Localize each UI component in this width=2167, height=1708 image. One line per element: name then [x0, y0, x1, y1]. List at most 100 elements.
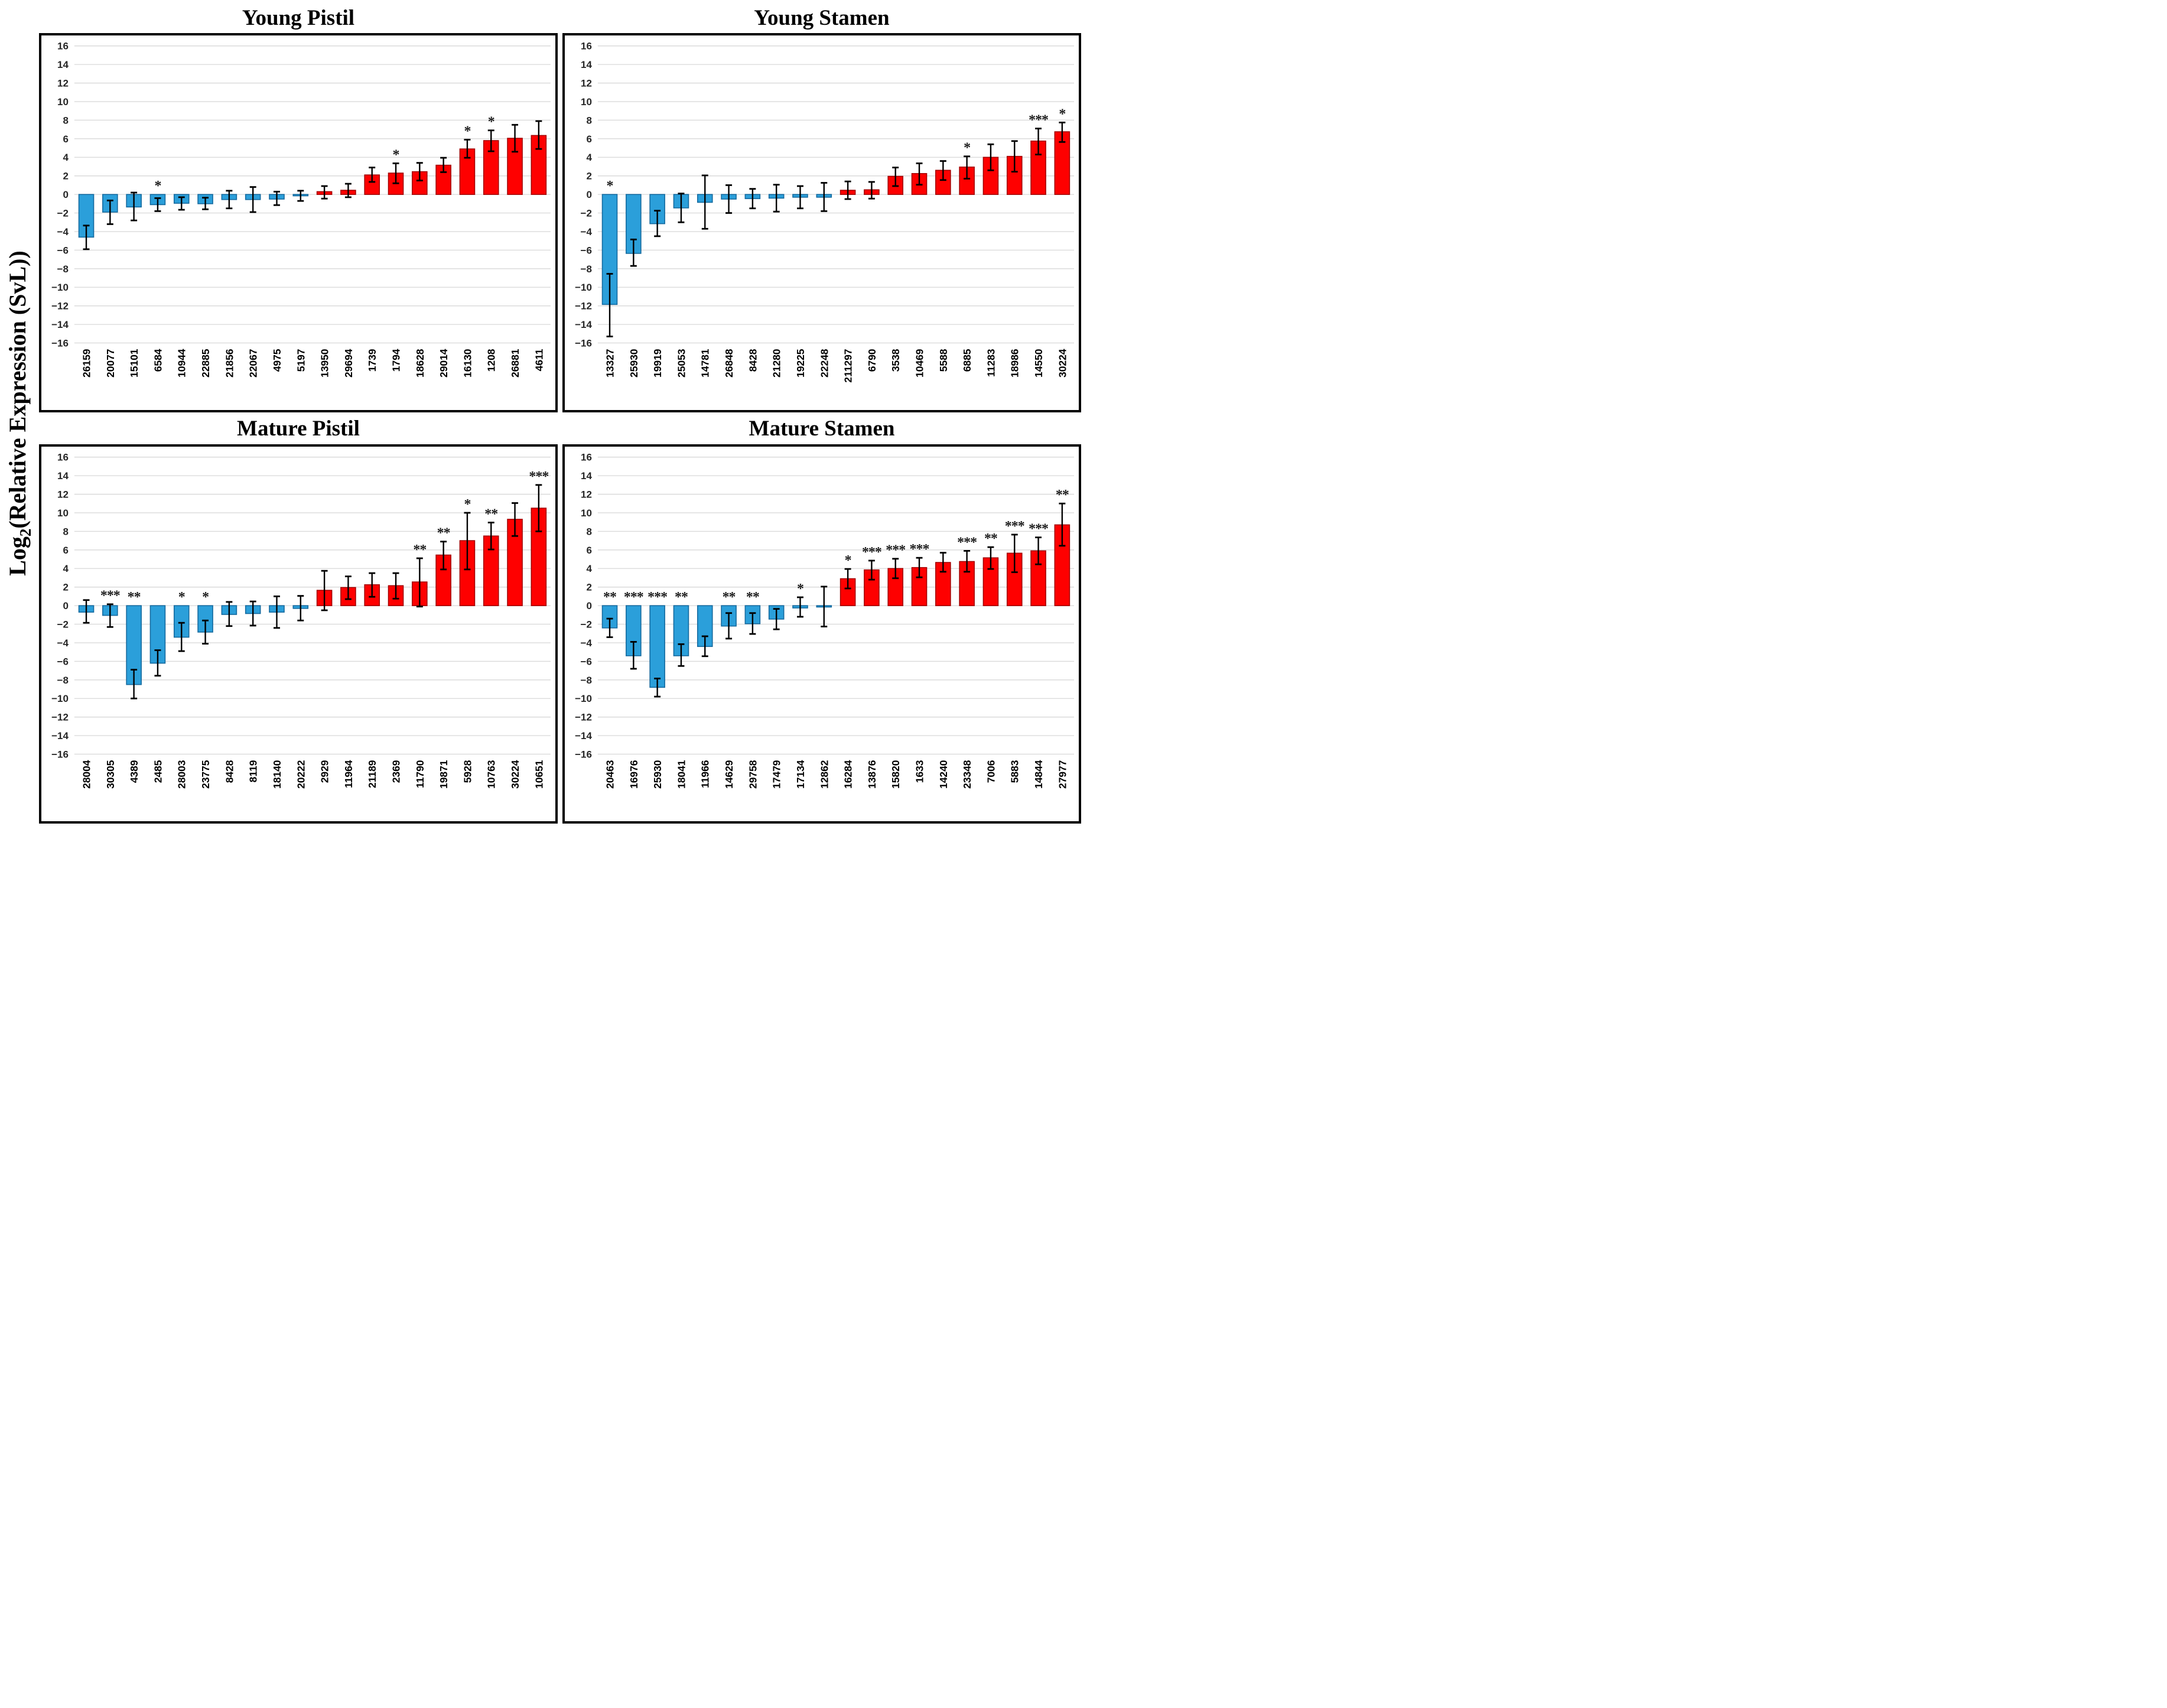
y-tick-label: −6 [581, 245, 592, 256]
significance-stars: *** [624, 590, 643, 605]
x-tick-label: 15820 [890, 760, 902, 789]
y-tick-label: −2 [57, 208, 69, 219]
x-tick-label: 28004 [81, 760, 93, 789]
y-tick-label: 8 [586, 115, 591, 126]
y-tick-label: 6 [586, 545, 591, 556]
x-tick-label: 15101 [128, 349, 140, 378]
significance-stars: *** [100, 588, 120, 604]
y-tick-label: 0 [63, 189, 68, 200]
y-tick-label: 10 [581, 96, 592, 108]
panel-title-mature-stamen: Mature Stamen [749, 416, 895, 441]
panel-mature-pistil: −16 −14 −12 −10 −8 −6 −4 −2 0 2 4 6 8 10 12 14 16 28004 **… [39, 444, 558, 824]
x-tick-label: 7006 [985, 760, 997, 783]
bar [601, 194, 618, 305]
significance-stars: *** [957, 535, 977, 550]
x-tick-label: 21280 [771, 349, 783, 378]
significance-stars: ** [723, 590, 736, 605]
x-tick-label: 23348 [961, 760, 973, 789]
y-tick-label: 6 [63, 545, 68, 556]
panel-young-pistil: −16 −14 −12 −10 −8 −6 −4 −2 0 2 4 6 8 10 12 14 16 26159 20… [39, 33, 558, 412]
significance-stars: ** [746, 590, 759, 605]
y-tick-label: −14 [575, 730, 592, 741]
y-tick-label: 0 [63, 600, 68, 611]
x-tick-label: 6790 [866, 349, 878, 372]
significance-stars: *** [910, 542, 929, 557]
x-tick-label: 5883 [1009, 760, 1021, 783]
x-tick-label: 17479 [771, 760, 783, 789]
x-tick-label: 11966 [699, 760, 711, 788]
y-tick-label: −12 [575, 301, 592, 312]
y-tick-label: 4 [63, 152, 69, 163]
y-tick-label: 16 [57, 41, 69, 52]
x-tick-label: 26881 [509, 349, 521, 378]
x-tick-label: 16284 [842, 760, 854, 789]
x-tick-label: 13327 [604, 349, 616, 378]
significance-stars: * [202, 590, 209, 605]
x-tick-label: 6885 [961, 349, 973, 372]
x-tick-label: 17134 [795, 760, 806, 789]
y-tick-label: 12 [57, 489, 69, 500]
y-tick-label: −16 [575, 338, 592, 349]
x-tick-label: 14781 [699, 349, 711, 378]
x-tick-label: 23775 [200, 760, 212, 789]
y-tick-label: 8 [63, 526, 68, 537]
x-tick-label: 4389 [128, 760, 140, 783]
y-tick-label: 4 [586, 563, 592, 574]
y-tick-label: −8 [581, 263, 592, 275]
y-tick-label: −12 [51, 712, 69, 723]
x-tick-label: 30305 [105, 760, 116, 789]
x-tick-label: 5197 [295, 349, 307, 372]
y-tick-label: 14 [57, 470, 69, 482]
significance-stars: * [1059, 106, 1065, 122]
x-tick-label: 1633 [914, 760, 926, 783]
y-tick-label: 6 [586, 134, 591, 145]
x-tick-label: 2485 [152, 760, 164, 783]
x-tick-label: 4611 [533, 349, 545, 371]
y-tick-label: −10 [51, 282, 69, 293]
x-tick-label: 25930 [628, 349, 640, 378]
x-tick-label: 8428 [747, 349, 759, 372]
bar [173, 605, 190, 638]
y-tick-label: −4 [581, 637, 593, 649]
y-tick-label: −4 [57, 226, 69, 238]
y-tick-label: 16 [581, 41, 592, 52]
x-tick-label: 8119 [248, 760, 259, 782]
x-tick-label: 22885 [200, 349, 212, 378]
y-tick-label: 14 [57, 59, 69, 70]
x-tick-label: 26848 [723, 349, 735, 378]
y-tick-label: −6 [581, 656, 592, 667]
y-tick-label: −14 [575, 319, 592, 330]
x-tick-label: 27977 [1056, 760, 1068, 789]
significance-stars: *** [1005, 519, 1024, 534]
significance-stars: ** [437, 526, 450, 541]
x-tick-label: 1794 [391, 349, 402, 372]
y-tick-label: −2 [581, 619, 592, 630]
x-tick-label: 26159 [81, 349, 93, 378]
significance-stars: *** [886, 543, 905, 558]
y-tick-label: 10 [581, 507, 592, 519]
y-tick-label: 16 [581, 452, 592, 463]
significance-stars: ** [413, 542, 426, 558]
panel-young-stamen: −16 −14 −12 −10 −8 −6 −4 −2 0 2 4 6 8 10 12 14 16 * 13327 2… [562, 33, 1081, 412]
y-tick-label: 2 [63, 171, 68, 182]
y-axis-label-text: Log2(Relative Expression (SvL)) [4, 250, 34, 576]
x-tick-label: 10944 [176, 349, 188, 378]
x-tick-label: 211297 [842, 349, 854, 383]
significance-stars: * [464, 497, 470, 512]
chart-mature-stamen: −16−14−12−10−8−6−4−20246810121416**20463… [575, 452, 1075, 789]
x-tick-label: 16976 [628, 760, 640, 789]
y-tick-label: −4 [581, 226, 593, 238]
y-axis-label-subscript: 2 [16, 528, 34, 536]
significance-stars: ** [1056, 487, 1069, 503]
x-tick-label: 10763 [486, 760, 497, 789]
y-tick-label: 8 [586, 526, 591, 537]
bar [911, 567, 928, 606]
y-tick-label: −14 [51, 730, 69, 741]
y-tick-label: −10 [575, 282, 592, 293]
x-tick-label: 25930 [652, 760, 663, 789]
x-tick-label: 21189 [366, 760, 378, 788]
x-tick-label: 8428 [223, 760, 235, 783]
y-tick-label: −8 [57, 263, 69, 275]
x-tick-label: 29758 [747, 760, 759, 789]
chart-young-stamen: −16 −14 −12 −10 −8 −6 −4 −2 0 2 4 6 8 10 12 14 16 * 13327 2… [575, 41, 1075, 383]
